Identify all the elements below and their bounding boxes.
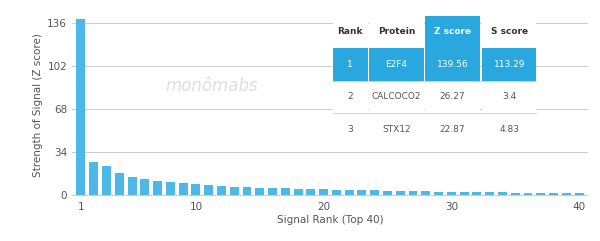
- FancyBboxPatch shape: [482, 113, 536, 146]
- Text: 3.4: 3.4: [502, 93, 517, 101]
- FancyBboxPatch shape: [425, 16, 479, 48]
- Bar: [319, 189, 328, 195]
- Bar: [140, 179, 149, 195]
- Text: 2: 2: [347, 93, 353, 101]
- Bar: [76, 19, 85, 195]
- Text: 22.87: 22.87: [440, 125, 466, 134]
- Bar: [421, 191, 430, 195]
- Bar: [383, 191, 392, 195]
- Bar: [281, 188, 290, 195]
- FancyBboxPatch shape: [332, 16, 368, 48]
- Bar: [191, 184, 200, 195]
- Bar: [549, 193, 558, 195]
- FancyBboxPatch shape: [425, 113, 479, 146]
- FancyBboxPatch shape: [425, 81, 479, 113]
- Bar: [307, 189, 316, 195]
- Bar: [562, 193, 571, 195]
- FancyBboxPatch shape: [482, 81, 536, 113]
- FancyBboxPatch shape: [368, 81, 424, 113]
- Bar: [447, 192, 456, 195]
- Text: 3: 3: [347, 125, 353, 134]
- FancyBboxPatch shape: [482, 48, 536, 81]
- Text: monômabs: monômabs: [165, 77, 257, 95]
- FancyBboxPatch shape: [332, 81, 368, 113]
- Bar: [511, 193, 520, 195]
- Text: Rank: Rank: [337, 27, 363, 36]
- Bar: [166, 182, 175, 195]
- Text: 113.29: 113.29: [494, 60, 525, 69]
- Bar: [217, 186, 226, 195]
- FancyBboxPatch shape: [482, 16, 536, 48]
- Bar: [230, 187, 239, 195]
- FancyBboxPatch shape: [332, 113, 368, 146]
- Text: S score: S score: [491, 27, 528, 36]
- Text: Protein: Protein: [378, 27, 415, 36]
- FancyBboxPatch shape: [425, 48, 479, 81]
- Bar: [523, 193, 532, 195]
- Bar: [115, 173, 124, 195]
- Text: Z score: Z score: [434, 27, 471, 36]
- Bar: [293, 189, 302, 195]
- Bar: [472, 192, 481, 195]
- Bar: [536, 193, 545, 195]
- Bar: [332, 189, 341, 195]
- Text: 4.83: 4.83: [499, 125, 520, 134]
- Bar: [128, 177, 137, 195]
- Bar: [268, 188, 277, 195]
- Text: 1: 1: [347, 60, 353, 69]
- Text: 26.27: 26.27: [440, 93, 466, 101]
- FancyBboxPatch shape: [368, 48, 424, 81]
- Bar: [89, 162, 98, 195]
- Bar: [434, 192, 443, 195]
- FancyBboxPatch shape: [368, 16, 424, 48]
- X-axis label: Signal Rank (Top 40): Signal Rank (Top 40): [277, 215, 383, 225]
- Bar: [370, 190, 379, 195]
- Text: STX12: STX12: [382, 125, 411, 134]
- Bar: [153, 181, 162, 195]
- Text: 139.56: 139.56: [437, 60, 469, 69]
- Text: E2F4: E2F4: [386, 60, 407, 69]
- Bar: [242, 187, 251, 195]
- Bar: [204, 185, 213, 195]
- Bar: [396, 191, 405, 195]
- Bar: [102, 166, 111, 195]
- Bar: [575, 193, 584, 195]
- FancyBboxPatch shape: [332, 48, 368, 81]
- Bar: [460, 192, 469, 195]
- Bar: [179, 183, 188, 195]
- Text: CALCOCO2: CALCOCO2: [372, 93, 421, 101]
- Bar: [358, 190, 367, 195]
- Bar: [255, 188, 264, 195]
- Bar: [344, 190, 353, 195]
- Y-axis label: Strength of Signal (Z score): Strength of Signal (Z score): [33, 33, 43, 177]
- Bar: [498, 193, 507, 195]
- Bar: [485, 192, 494, 195]
- Bar: [409, 191, 418, 195]
- FancyBboxPatch shape: [368, 113, 424, 146]
